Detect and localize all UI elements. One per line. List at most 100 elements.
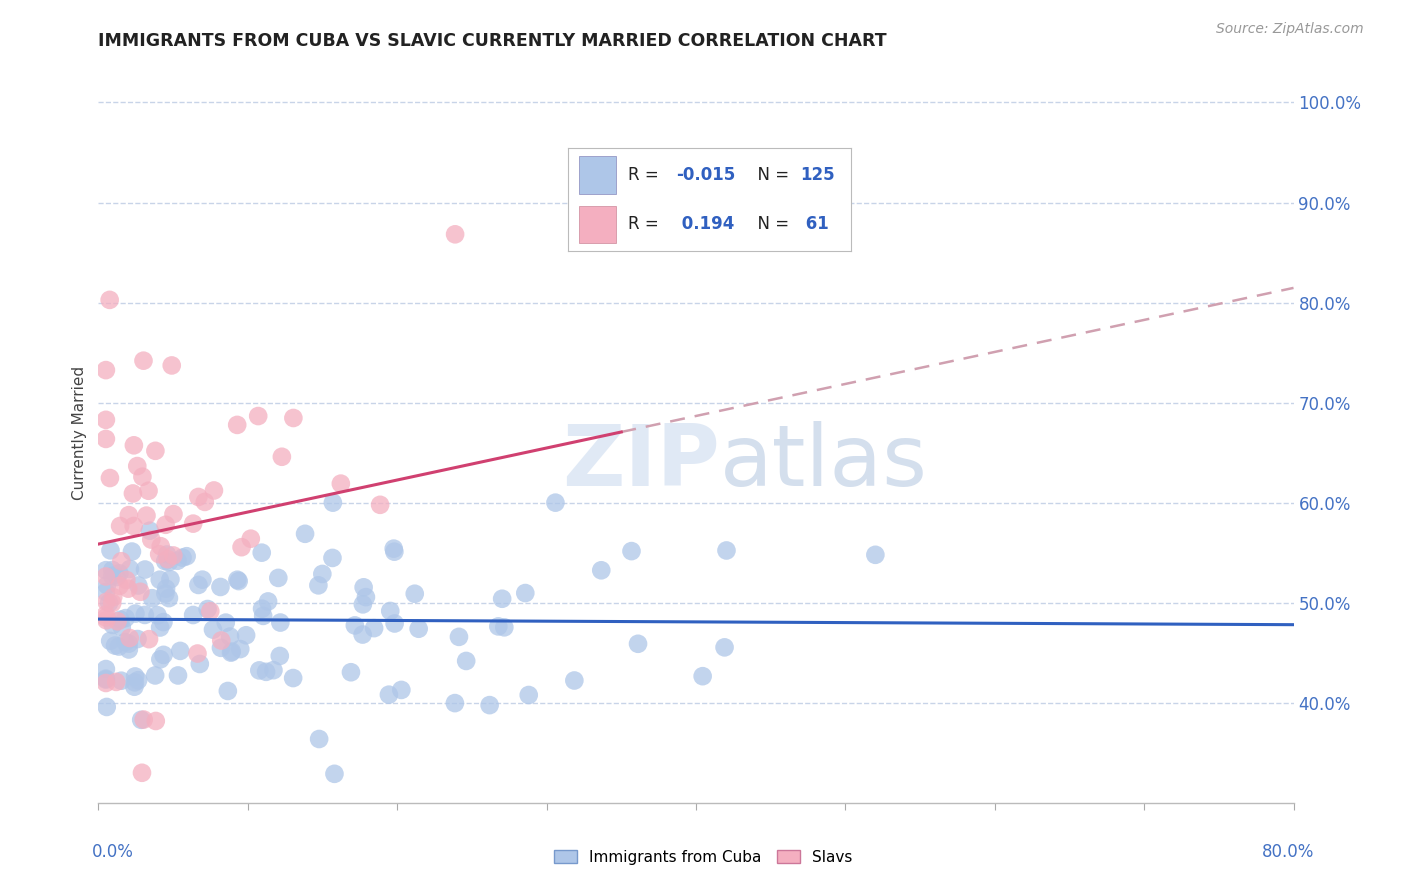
Point — [152, 615, 174, 629]
Point — [209, 633, 232, 648]
Point — [94, 662, 117, 676]
Point — [149, 620, 172, 634]
Point — [515, 586, 537, 600]
Text: ZIP: ZIP — [562, 421, 720, 504]
Point — [368, 498, 391, 512]
Text: 80.0%: 80.0% — [1263, 843, 1315, 861]
Point — [221, 644, 243, 658]
Point — [118, 562, 141, 576]
Point — [127, 632, 149, 646]
Point — [692, 669, 714, 683]
Point — [141, 533, 163, 547]
Point — [254, 665, 277, 679]
Point — [209, 640, 232, 655]
Point — [96, 578, 118, 592]
Point — [94, 432, 117, 446]
Point — [239, 532, 262, 546]
Point — [127, 458, 149, 473]
Point — [378, 688, 401, 702]
Point — [267, 571, 290, 585]
Point — [98, 633, 121, 648]
Point — [111, 620, 134, 634]
Point — [447, 630, 470, 644]
Text: R =: R = — [627, 216, 664, 234]
Text: 125: 125 — [800, 166, 835, 184]
Text: N =: N = — [747, 166, 794, 184]
Text: 0.0%: 0.0% — [91, 843, 134, 861]
Point — [162, 507, 184, 521]
Point — [143, 668, 166, 682]
Point — [149, 573, 172, 587]
Point — [155, 586, 177, 600]
Point — [382, 541, 405, 556]
Point — [132, 353, 155, 368]
Text: atlas: atlas — [720, 421, 928, 504]
Point — [129, 713, 152, 727]
Point — [250, 601, 273, 615]
Point — [257, 594, 280, 608]
Point — [187, 490, 209, 504]
Point — [404, 587, 426, 601]
Point — [281, 671, 304, 685]
Point — [226, 573, 249, 587]
Point — [591, 563, 613, 577]
Point — [94, 413, 117, 427]
Point — [329, 476, 352, 491]
Point — [94, 676, 117, 690]
Point — [122, 486, 145, 500]
Point — [96, 595, 118, 609]
Point — [444, 696, 467, 710]
Point — [138, 483, 160, 498]
Point — [127, 578, 149, 592]
Point — [156, 548, 179, 562]
Point — [101, 563, 124, 577]
Point — [94, 672, 117, 686]
Point — [100, 543, 122, 558]
Point — [186, 647, 208, 661]
Point — [308, 731, 330, 746]
Point — [627, 637, 650, 651]
Point — [135, 508, 157, 523]
Point — [564, 673, 586, 688]
Point — [352, 598, 374, 612]
Text: R =: R = — [627, 166, 664, 184]
Text: Source: ZipAtlas.com: Source: ZipAtlas.com — [1216, 22, 1364, 37]
Point — [269, 648, 291, 663]
Point — [172, 550, 194, 565]
Point — [217, 684, 239, 698]
Point — [269, 615, 291, 630]
Point — [382, 544, 405, 558]
Point — [247, 409, 270, 423]
Point — [96, 700, 118, 714]
Point — [139, 524, 162, 538]
Point — [145, 714, 167, 728]
Point — [105, 674, 128, 689]
Point — [444, 227, 467, 242]
Point — [101, 596, 124, 610]
Point — [138, 632, 160, 647]
Point — [226, 417, 249, 432]
Point — [200, 604, 222, 618]
Point — [114, 611, 136, 625]
Point — [620, 544, 643, 558]
Point — [380, 604, 402, 618]
Point — [191, 573, 214, 587]
Point — [494, 620, 516, 634]
Point — [104, 639, 127, 653]
Point — [354, 590, 377, 604]
Point — [124, 680, 146, 694]
Point — [322, 496, 344, 510]
Point — [101, 569, 124, 583]
Point — [194, 495, 217, 509]
Point — [148, 547, 170, 561]
Point — [117, 582, 139, 596]
Point — [155, 517, 177, 532]
Point — [157, 591, 180, 606]
Point — [169, 644, 191, 658]
Point — [215, 615, 238, 630]
Point — [110, 673, 132, 688]
Point — [294, 526, 316, 541]
Point — [202, 483, 225, 498]
Point — [98, 471, 121, 485]
Point — [181, 516, 204, 531]
